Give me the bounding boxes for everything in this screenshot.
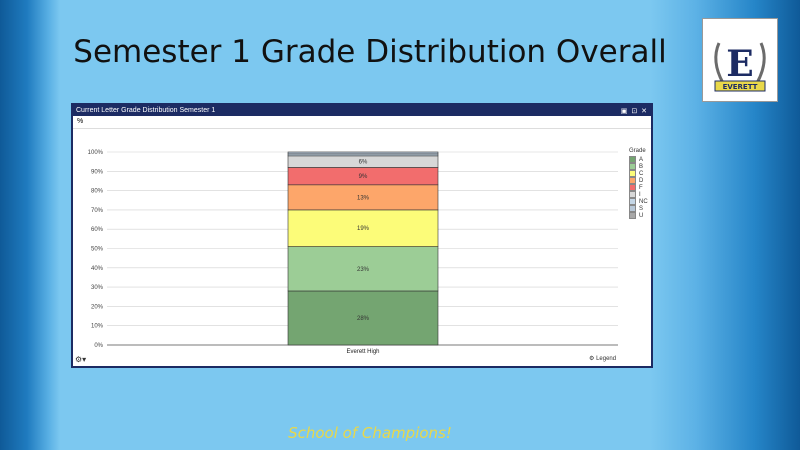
y-tick-label: 20% — [91, 304, 104, 310]
logo-text: EVERETT — [723, 83, 758, 91]
data-label: 13% — [357, 195, 370, 201]
legend-label: F — [639, 184, 643, 191]
legend-swatch — [629, 170, 636, 177]
legend-label: NC — [639, 198, 648, 205]
data-label: 23% — [357, 267, 370, 273]
slide-footer: School of Champions! — [288, 424, 452, 442]
chart-plot: 0% 10% 20% 30% 40% 50% 60% 70% 80% 90% 100% 28% 23% 1… — [88, 150, 618, 355]
gear-icon: ⚙ — [589, 356, 595, 362]
bar-segment-A — [287, 290, 439, 346]
legend-swatch — [629, 191, 636, 198]
bar-segment-B — [287, 246, 439, 292]
legend-label: B — [639, 163, 644, 170]
y-tick-label: 40% — [91, 266, 104, 272]
options-button[interactable]: ⚙▾ — [75, 355, 87, 364]
legend-button[interactable]: ⚙ Legend — [589, 355, 616, 362]
logo-letter: E — [726, 43, 753, 85]
y-tick-label: 0% — [94, 343, 103, 349]
decorative-left-border — [0, 0, 60, 450]
unit-label: % — [73, 116, 651, 129]
y-tick-label: 60% — [91, 227, 104, 233]
slide-title: Semester 1 Grade Distribution Overall — [73, 34, 667, 70]
y-tick-label: 50% — [91, 247, 104, 253]
legend-swatch — [629, 177, 636, 184]
chart-panel: Current Letter Grade Distribution Semest… — [71, 103, 653, 368]
y-tick-label: 10% — [91, 324, 104, 330]
bar-segment-C — [287, 209, 439, 247]
panel-header: Current Letter Grade Distribution Semest… — [73, 105, 651, 116]
legend-swatch — [629, 184, 636, 191]
legend-item: S — [629, 205, 648, 212]
legend-title: Grade — [629, 148, 646, 154]
school-logo: E EVERETT — [702, 18, 778, 102]
legend-item: B — [629, 163, 648, 170]
panel-title: Current Letter Grade Distribution Semest… — [76, 107, 216, 114]
y-tick-label: 30% — [91, 285, 104, 291]
y-tick-label: 70% — [91, 208, 104, 214]
legend-swatch — [629, 156, 636, 163]
legend-swatch — [629, 163, 636, 170]
legend-item: U — [629, 212, 648, 219]
legend-label: D — [639, 177, 644, 184]
legend-label: S — [639, 205, 644, 212]
legend-item: I — [629, 191, 648, 198]
panel-window-icons[interactable]: ▣ ⊡ ✕ — [620, 108, 648, 115]
legend-item: NC — [629, 198, 648, 205]
data-label: 9% — [359, 174, 368, 180]
bar-segment-D — [287, 184, 439, 211]
legend-button-label: Legend — [596, 356, 617, 362]
legend-swatch — [629, 212, 636, 219]
data-label: 19% — [357, 226, 370, 232]
legend-label: U — [639, 212, 644, 219]
legend-item: C — [629, 170, 648, 177]
legend-item: A — [629, 156, 648, 163]
legend-label: A — [639, 156, 644, 163]
data-label: 28% — [357, 316, 370, 322]
legend-swatch — [629, 198, 636, 205]
legend-swatch — [629, 205, 636, 212]
bar-segment-S — [287, 151, 439, 155]
y-tick-label: 100% — [88, 150, 104, 156]
data-label: 6% — [359, 160, 368, 166]
x-category-label: Everett High — [346, 349, 379, 355]
legend-label: C — [639, 170, 644, 177]
legend-label: I — [639, 191, 641, 198]
legend-item: D — [629, 177, 648, 184]
y-tick-label: 80% — [91, 189, 104, 195]
legend-item: F — [629, 184, 648, 191]
chart-legend: Grade A B C D F I NC S U — [629, 148, 648, 219]
y-tick-label: 90% — [91, 169, 104, 175]
